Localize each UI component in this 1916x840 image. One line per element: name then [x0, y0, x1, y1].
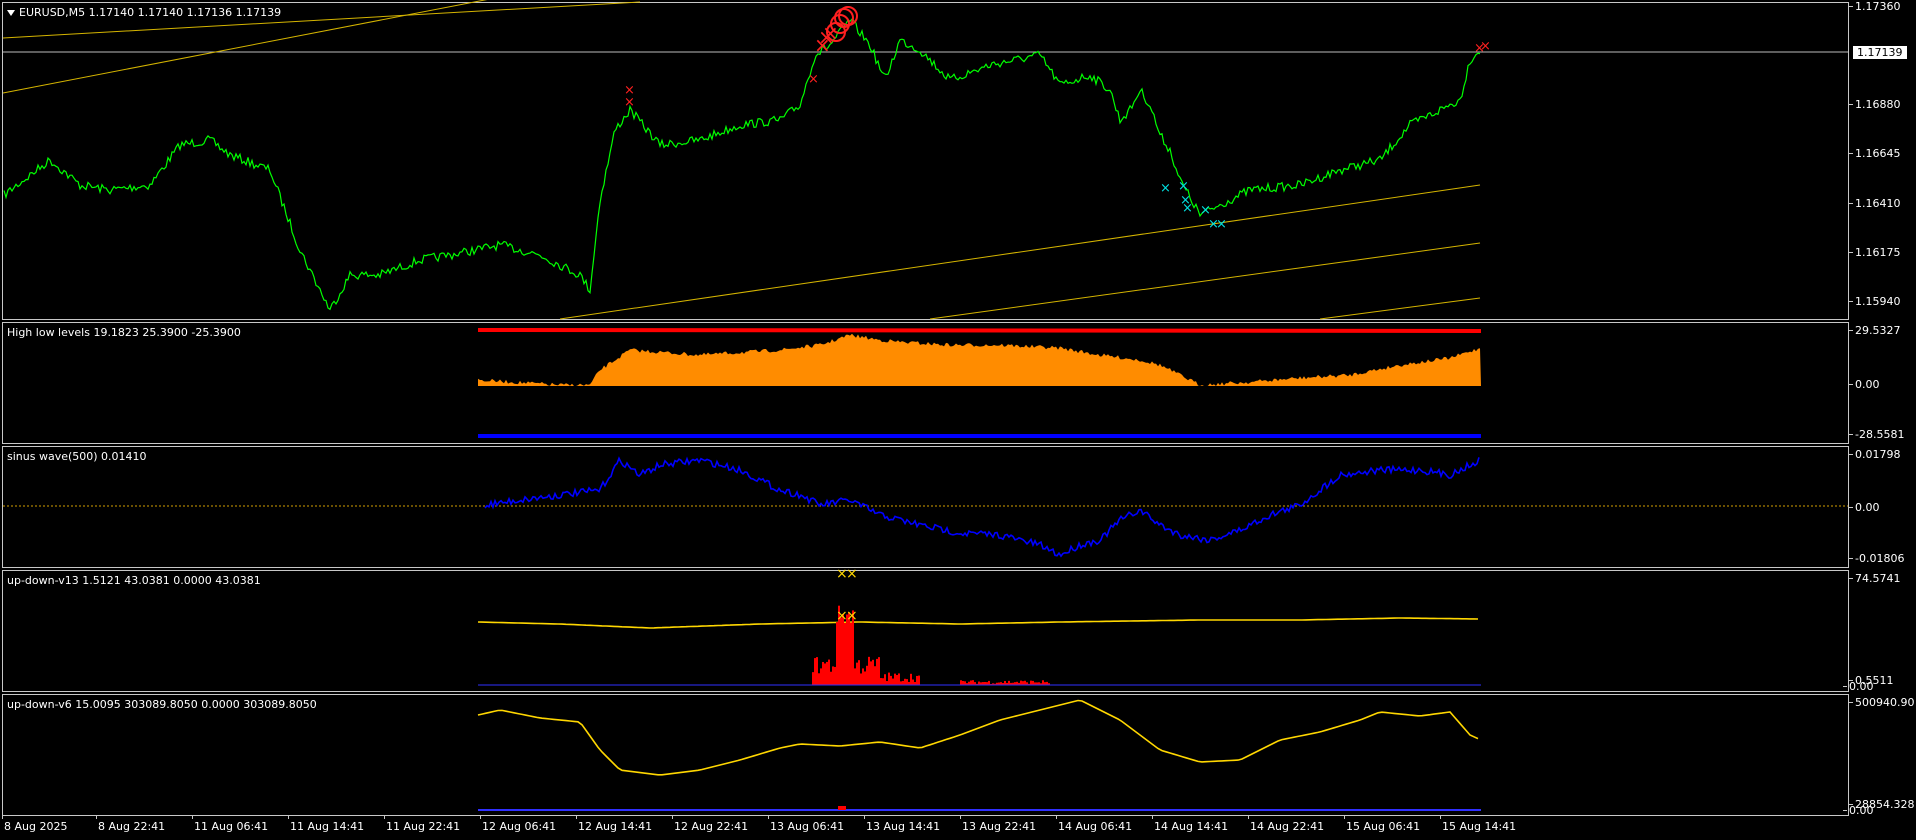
indicator-scale: 500940.90 28854.328 0.00 [1843, 694, 1916, 817]
price-tick: 1.16410 [1849, 197, 1901, 210]
time-label: 11 Aug 14:41 [287, 815, 365, 833]
time-label: 14 Aug 22:41 [1247, 815, 1325, 833]
time-label: 14 Aug 14:41 [1151, 815, 1229, 833]
indicator-scale: 29.5327 0.00 -28.5581 [1848, 322, 1916, 444]
main-price-scale[interactable]: 1.17360 1.16880 1.16645 1.16410 1.16175 … [1849, 0, 1916, 320]
scale-tick: 0.00 [1849, 501, 1880, 514]
indicator-title: High low levels 19.1823 25.3900 -25.3900 [7, 326, 241, 339]
price-tick: 1.15940 [1849, 295, 1901, 308]
scale-tick: -0.01806 [1848, 552, 1905, 565]
indicator-pane-sinus[interactable]: sinus wave(500) 0.01410 [2, 446, 1849, 568]
scale-tick: 0.00 [1843, 804, 1874, 817]
time-label: 13 Aug 14:41 [863, 815, 941, 833]
indicator-scale: 74.5741 0.5511 0.00 [1843, 570, 1916, 693]
scale-tick: 0.00 [1843, 680, 1874, 693]
time-label: 13 Aug 22:41 [959, 815, 1037, 833]
price-tick: 1.17360 [1849, 0, 1901, 13]
indicator-title: up-down-v13 1.5121 43.0381 0.0000 43.038… [7, 574, 261, 587]
indicator-pane-high-low[interactable]: High low levels 19.1823 25.3900 -25.3900 [2, 322, 1849, 444]
time-label: 15 Aug 06:41 [1343, 815, 1421, 833]
time-label: 8 Aug 2025 [1, 815, 68, 833]
time-label: 8 Aug 22:41 [95, 815, 166, 833]
time-label: 11 Aug 06:41 [191, 815, 269, 833]
time-label: 13 Aug 06:41 [767, 815, 845, 833]
price-tick: 1.16880 [1849, 98, 1901, 111]
time-label: 12 Aug 22:41 [671, 815, 749, 833]
indicator-pane-up-down-v13[interactable]: up-down-v13 1.5121 43.0381 0.0000 43.038… [2, 570, 1849, 692]
time-label: 11 Aug 22:41 [383, 815, 461, 833]
indicator-pane-up-down-v6[interactable]: up-down-v6 15.0095 303089.8050 0.0000 30… [2, 694, 1849, 816]
indicator-title: up-down-v6 15.0095 303089.8050 0.0000 30… [7, 698, 317, 711]
time-label: 14 Aug 06:41 [1055, 815, 1133, 833]
indicator-scale: 0.01798 0.00 -0.01806 [1848, 446, 1916, 568]
scale-tick: 0.00 [1849, 378, 1880, 391]
time-label: 12 Aug 06:41 [479, 815, 557, 833]
indicator-title: sinus wave(500) 0.01410 [7, 450, 147, 463]
time-label: 12 Aug 14:41 [575, 815, 653, 833]
scale-tick: 0.5511 [1849, 674, 1894, 687]
scale-tick: 28854.328 [1849, 798, 1915, 811]
main-chart-pane[interactable]: EURUSD,M5 1.17140 1.17140 1.17136 1.1713… [2, 2, 1849, 320]
scale-tick: -28.5581 [1848, 428, 1905, 441]
scale-tick: 500940.90 [1849, 696, 1915, 709]
price-tick: 1.16175 [1849, 246, 1901, 259]
scale-tick: 29.5327 [1849, 324, 1901, 337]
symbol-title-text: EURUSD,M5 1.17140 1.17140 1.17136 1.1713… [19, 6, 282, 19]
scale-tick: 0.01798 [1849, 448, 1901, 461]
scale-tick: 74.5741 [1849, 572, 1901, 585]
symbol-title: EURUSD,M5 1.17140 1.17140 1.17136 1.1713… [7, 6, 281, 19]
current-price-badge: 1.17139 [1853, 46, 1907, 59]
time-label: 15 Aug 14:41 [1439, 815, 1517, 833]
chart-menu-icon[interactable] [7, 10, 15, 16]
time-axis[interactable]: 8 Aug 2025 8 Aug 22:41 11 Aug 06:41 11 A… [0, 815, 1916, 840]
price-tick: 1.16645 [1849, 147, 1901, 160]
